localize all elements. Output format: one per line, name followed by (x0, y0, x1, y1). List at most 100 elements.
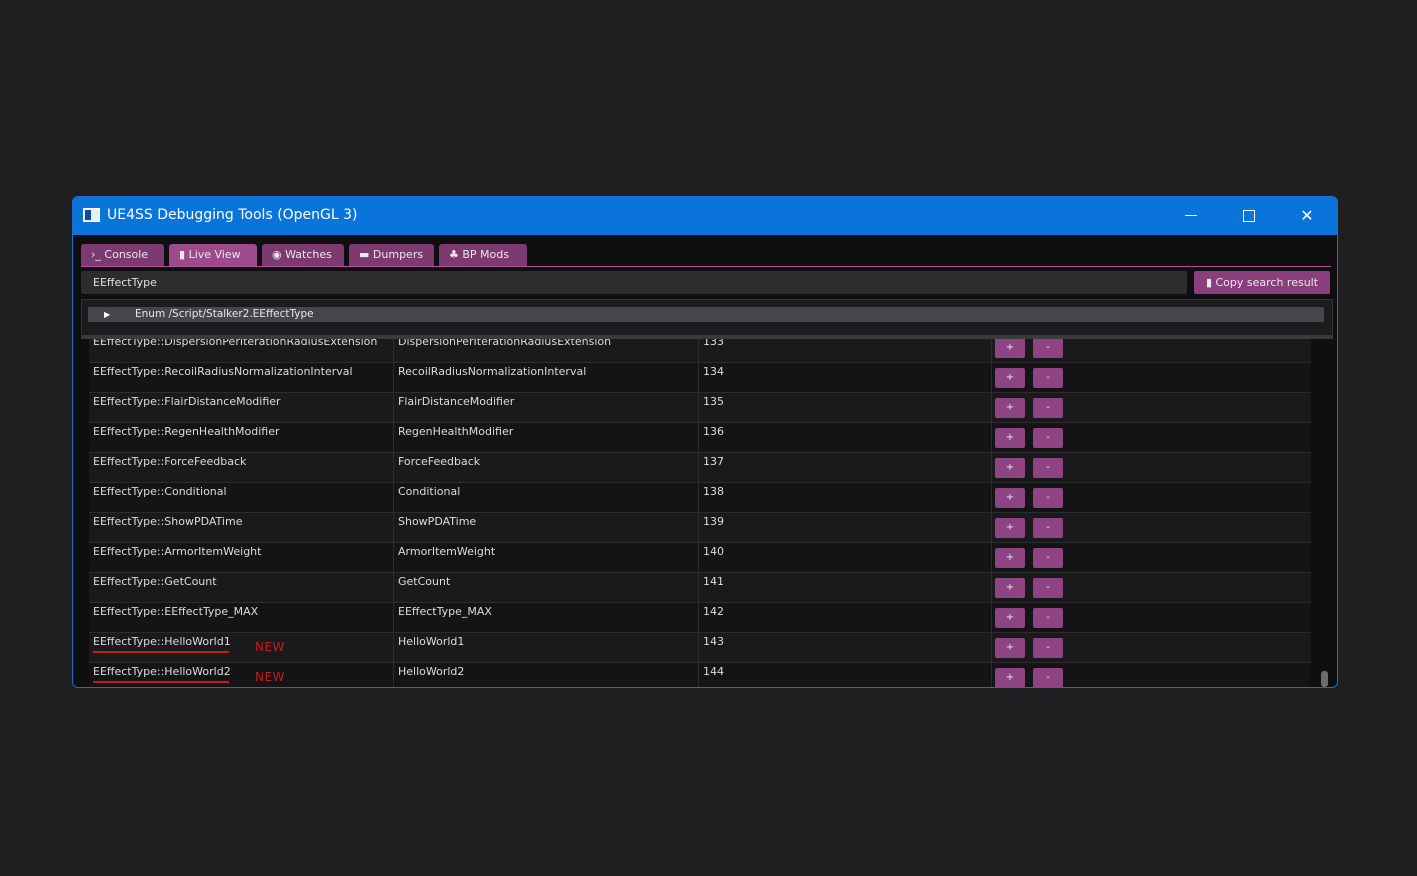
enum-full-name-cell: EEffectType::ArmorItemWeight (89, 543, 394, 573)
enum-full-name: EEffectType::DispersionPerIterationRadiu… (93, 339, 378, 348)
enum-name-cell: EEffectType_MAX (394, 603, 699, 633)
enum-value-cell: 134 (699, 363, 992, 393)
search-input[interactable]: EEffectType (81, 271, 1187, 294)
enum-value-cell: 141 (699, 573, 992, 603)
new-underline-marker (93, 681, 229, 683)
title-bar[interactable]: UE4SS Debugging Tools (OpenGL 3) ✕ (73, 197, 1337, 235)
remove-entry-button[interactable]: - (1033, 578, 1063, 598)
table-row: EEffectType::ArmorItemWeight ArmorItemWei… (89, 543, 1311, 573)
puzzle-icon: ♣ (449, 248, 459, 261)
add-entry-button[interactable]: + (995, 638, 1025, 658)
enum-full-name: EEffectType::FlairDistanceModifier (93, 395, 281, 408)
remove-entry-button[interactable]: - (1033, 608, 1063, 628)
enum-tree-node[interactable]: ▶ Enum /Script/Stalker2.EEffectType (88, 307, 1324, 322)
tab-live-view[interactable]: ▮ Live View (169, 244, 257, 266)
enum-name-cell: HelloWorld1 (394, 633, 699, 663)
enum-full-name: EEffectType::ForceFeedback (93, 455, 247, 468)
terminal-icon: ›_ (91, 248, 101, 261)
enum-full-name-cell: EEffectType::DispersionPerIterationRadiu… (89, 339, 394, 363)
add-entry-button[interactable]: + (995, 608, 1025, 628)
enum-value-cell: 139 (699, 513, 992, 543)
add-entry-button[interactable]: + (995, 518, 1025, 538)
add-entry-button[interactable]: + (995, 578, 1025, 598)
enum-name-cell: GetCount (394, 573, 699, 603)
close-button[interactable]: ✕ (1278, 197, 1336, 235)
tab-label: Live View (188, 248, 241, 261)
enum-value-cell: 137 (699, 453, 992, 483)
tab-console[interactable]: ›_ Console (81, 244, 164, 266)
expand-arrow-icon[interactable]: ▶ (104, 310, 111, 319)
enum-full-name-cell: EEffectType::ForceFeedback (89, 453, 394, 483)
minimize-icon (1185, 215, 1197, 216)
tab-label: Console (104, 248, 149, 261)
add-entry-button[interactable]: + (995, 398, 1025, 418)
enum-name-cell: HelloWorld2 (394, 663, 699, 687)
add-entry-button[interactable]: + (995, 488, 1025, 508)
scrollbar-track[interactable] (1313, 339, 1331, 685)
table-row: EEffectType::RecoilRadiusNormalizationIn… (89, 363, 1311, 393)
remove-entry-button[interactable]: - (1033, 339, 1063, 358)
table-row: EEffectType::FlairDistanceModifier FlairD… (89, 393, 1311, 423)
enum-value-cell: 142 (699, 603, 992, 633)
enum-value-cell: 143 (699, 633, 992, 663)
remove-entry-button[interactable]: - (1033, 368, 1063, 388)
enum-value-cell: 138 (699, 483, 992, 513)
table-row: EEffectType::GetCount GetCount 141 + - (89, 573, 1311, 603)
enum-full-name-cell: EEffectType::FlairDistanceModifier (89, 393, 394, 423)
enum-name-cell: RegenHealthModifier (394, 423, 699, 453)
remove-entry-button[interactable]: - (1033, 458, 1063, 478)
app-window: UE4SS Debugging Tools (OpenGL 3) ✕ ›_ Co… (72, 196, 1338, 688)
enum-name-cell: Conditional (394, 483, 699, 513)
enum-value-cell: 136 (699, 423, 992, 453)
file-icon: ▮ (179, 248, 186, 261)
remove-entry-button[interactable]: - (1033, 548, 1063, 568)
maximize-icon (1243, 210, 1255, 222)
add-entry-button[interactable]: + (995, 668, 1025, 687)
remove-entry-button[interactable]: - (1033, 428, 1063, 448)
remove-entry-button[interactable]: - (1033, 668, 1063, 687)
enum-full-name-cell: EEffectType::RegenHealthModifier (89, 423, 394, 453)
remove-entry-button[interactable]: - (1033, 488, 1063, 508)
tab-dumpers[interactable]: ▬ Dumpers (349, 244, 434, 266)
enum-value-cell: 135 (699, 393, 992, 423)
enum-full-name: EEffectType::ShowPDATime (93, 515, 243, 528)
table-row: EEffectType::DispersionPerIterationRadiu… (89, 339, 1311, 363)
enum-full-name: EEffectType::EEffectType_MAX (93, 605, 259, 618)
enum-full-name: EEffectType::GetCount (93, 575, 217, 588)
table-row: EEffectType::EEffectType_MAX EEffectType_… (89, 603, 1311, 633)
enum-full-name-cell: EEffectType::EEffectType_MAX (89, 603, 394, 633)
enum-name-cell: ForceFeedback (394, 453, 699, 483)
add-entry-button[interactable]: + (995, 458, 1025, 478)
copy-button-label: Copy search result (1215, 276, 1319, 289)
table-row: EEffectType::ShowPDATime ShowPDATime 139 + - (89, 513, 1311, 543)
enum-name-cell: RecoilRadiusNormalizationInterval (394, 363, 699, 393)
tab-label: Watches (285, 248, 332, 261)
remove-entry-button[interactable]: - (1033, 638, 1063, 658)
enum-full-name-cell: EEffectType::GetCount (89, 573, 394, 603)
add-entry-button[interactable]: + (995, 368, 1025, 388)
tab-watches[interactable]: ◉ Watches (262, 244, 344, 266)
minimize-button[interactable] (1162, 197, 1220, 235)
new-badge: NEW (255, 640, 285, 654)
archive-icon: ▬ (359, 248, 370, 261)
window-title: UE4SS Debugging Tools (OpenGL 3) (107, 207, 358, 223)
add-entry-button[interactable]: + (995, 428, 1025, 448)
enum-value-cell: 133 (699, 339, 992, 363)
maximize-button[interactable] (1220, 197, 1278, 235)
copy-search-result-button[interactable]: ▮ Copy search result (1194, 271, 1330, 294)
remove-entry-button[interactable]: - (1033, 518, 1063, 538)
tree-node-label: Enum /Script/Stalker2.EEffectType (135, 308, 314, 320)
tab-bp-mods[interactable]: ♣ BP Mods (439, 244, 527, 266)
enum-full-name-cell: EEffectType::HelloWorld2 NEW (89, 663, 394, 687)
tree-panel: ▶ Enum /Script/Stalker2.EEffectType (81, 299, 1333, 337)
enum-full-name: EEffectType::HelloWorld2 (93, 665, 231, 678)
scrollbar-thumb[interactable] (1321, 671, 1328, 687)
enum-full-name: EEffectType::ArmorItemWeight (93, 545, 262, 558)
add-entry-button[interactable]: + (995, 339, 1025, 358)
enum-name-cell: FlairDistanceModifier (394, 393, 699, 423)
add-entry-button[interactable]: + (995, 548, 1025, 568)
enum-full-name-cell: EEffectType::RecoilRadiusNormalizationIn… (89, 363, 394, 393)
table-row: EEffectType::HelloWorld1 NEW HelloWorld1 14… (89, 633, 1311, 663)
enum-full-name: EEffectType::RegenHealthModifier (93, 425, 280, 438)
remove-entry-button[interactable]: - (1033, 398, 1063, 418)
